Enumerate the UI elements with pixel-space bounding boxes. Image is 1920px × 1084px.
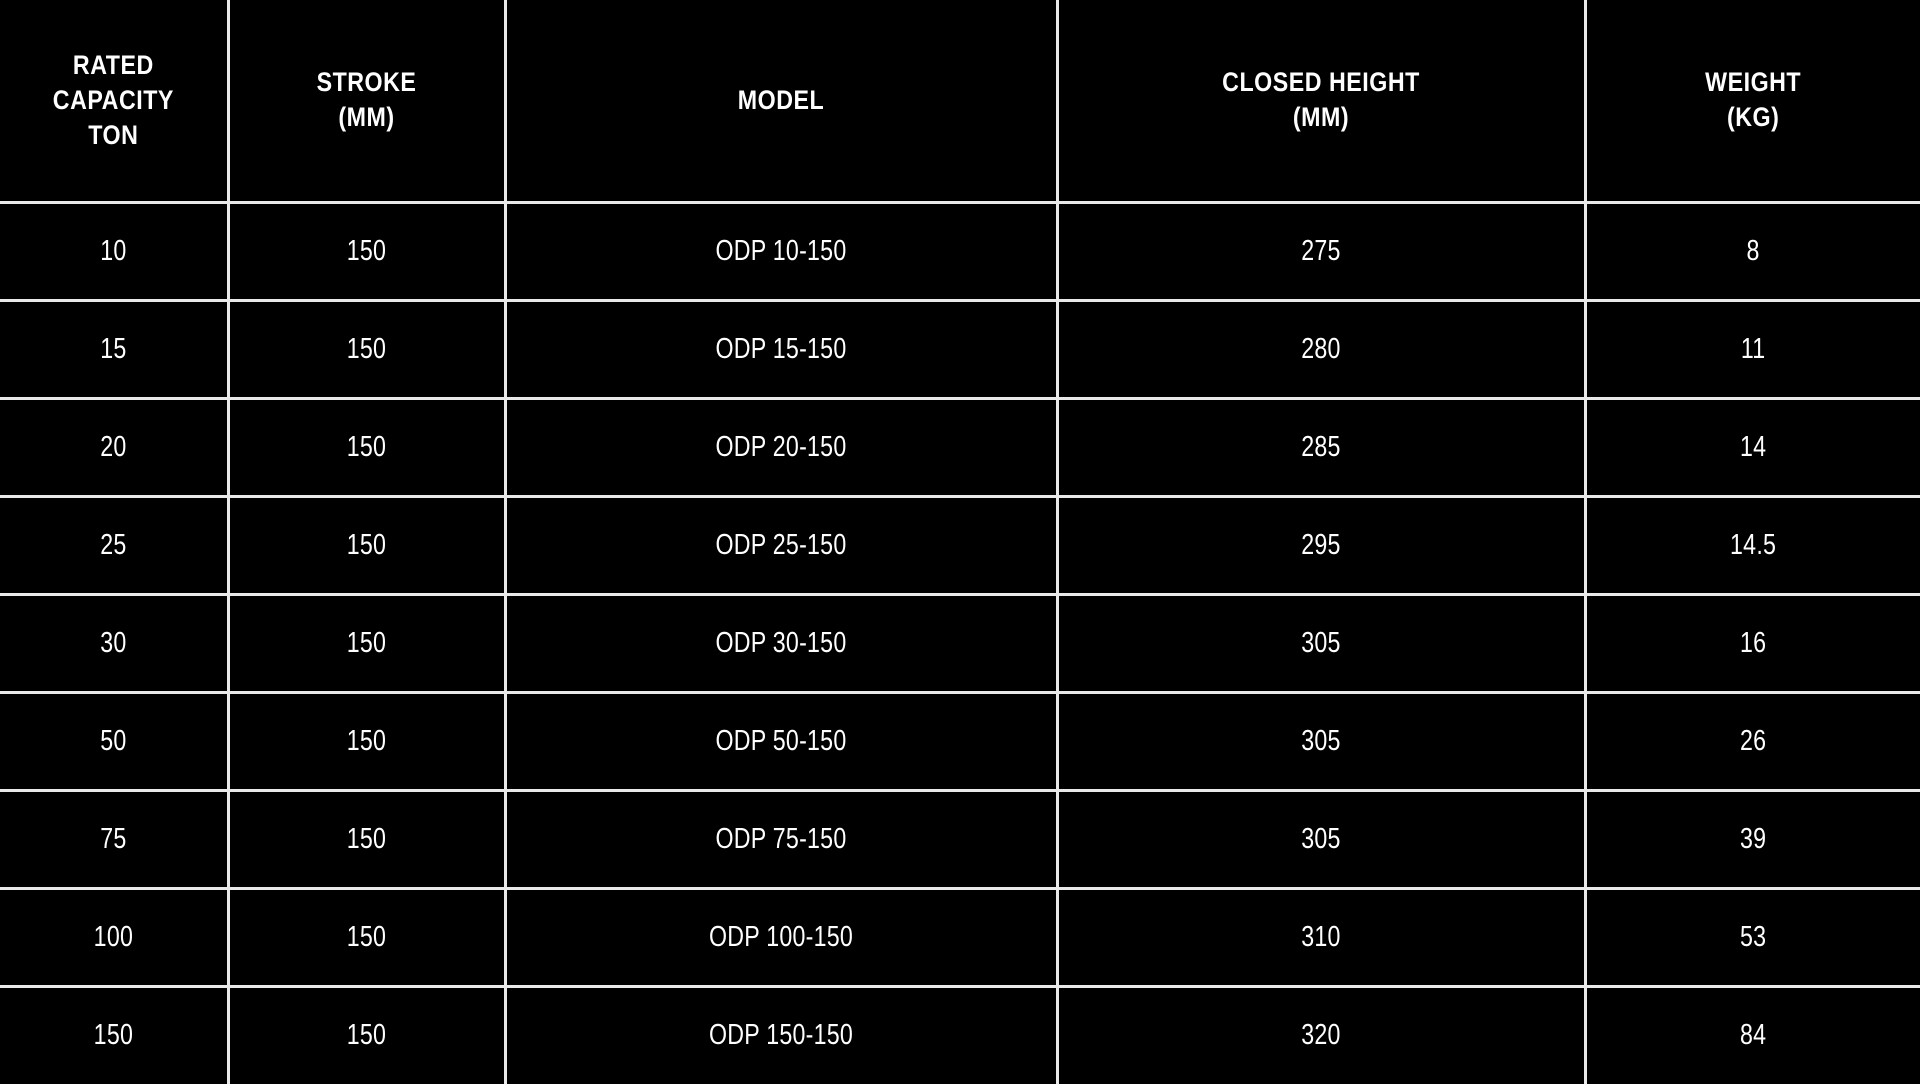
cell-rated_capacity_ton: 30	[22, 594, 207, 694]
cell-model: ODP 15-150	[560, 300, 1004, 400]
cell-stroke_mm: 150	[255, 986, 479, 1084]
cell-model: ODP 20-150	[560, 398, 1004, 498]
cell-weight_kg: 53	[1618, 888, 1887, 988]
cell-rated_capacity_ton: 100	[22, 888, 207, 988]
column-header-stroke-mm: STROKE (MM)	[247, 0, 487, 204]
table-row: 150 150 ODP 150-150 320 84	[0, 986, 1920, 1084]
column-header-model: MODEL	[543, 0, 1020, 204]
cell-stroke_mm: 150	[255, 202, 479, 302]
cell-weight_kg: 39	[1618, 790, 1887, 890]
table-body: 10 150 ODP 10-150 275 8 15 150 ODP 15-150 280 11 2…	[0, 202, 1920, 1084]
cell-closed_height_mm: 305	[1109, 594, 1534, 694]
column-header-rated-capacity-ton: RATED CAPACITY TON	[15, 0, 214, 204]
cell-rated_capacity_ton: 50	[22, 692, 207, 792]
cell-weight_kg: 16	[1618, 594, 1887, 694]
table-header: RATED CAPACITY TON STROKE (MM) MODEL CLO…	[0, 0, 1920, 204]
table-row: 20 150 ODP 20-150 285 14	[0, 398, 1920, 498]
cell-stroke_mm: 150	[255, 496, 479, 596]
cell-stroke_mm: 150	[255, 300, 479, 400]
cell-closed_height_mm: 320	[1109, 986, 1534, 1084]
column-header-closed-height-mm: CLOSED HEIGHT (MM)	[1093, 0, 1550, 204]
cell-rated_capacity_ton: 15	[22, 300, 207, 400]
cell-model: ODP 25-150	[560, 496, 1004, 596]
column-header-weight-kg: WEIGHT (KG)	[1608, 0, 1897, 204]
cell-model: ODP 150-150	[560, 986, 1004, 1084]
cell-closed_height_mm: 305	[1109, 790, 1534, 890]
cell-weight_kg: 26	[1618, 692, 1887, 792]
cell-closed_height_mm: 275	[1109, 202, 1534, 302]
cell-model: ODP 75-150	[560, 790, 1004, 890]
cell-stroke_mm: 150	[255, 790, 479, 890]
cell-closed_height_mm: 280	[1109, 300, 1534, 400]
cell-weight_kg: 14	[1618, 398, 1887, 498]
cell-model: ODP 50-150	[560, 692, 1004, 792]
cell-rated_capacity_ton: 150	[22, 986, 207, 1084]
cell-closed_height_mm: 285	[1109, 398, 1534, 498]
cell-rated_capacity_ton: 25	[22, 496, 207, 596]
cell-weight_kg: 84	[1739, 1019, 1767, 1052]
table-row: 15 150 ODP 15-150 280 11	[0, 300, 1920, 400]
cell-weight_kg: 8	[1618, 202, 1887, 302]
cell-weight_kg: 14.5	[1618, 496, 1887, 596]
table-row: 30 150 ODP 30-150 305 16	[0, 594, 1920, 694]
table-row: 100 150 ODP 100-150 310 53	[0, 888, 1920, 988]
cell-stroke_mm: 150	[255, 692, 479, 792]
table-header-row: RATED CAPACITY TON STROKE (MM) MODEL CLO…	[0, 0, 1920, 204]
cell-stroke_mm: 150	[255, 594, 479, 694]
table-row: 75 150 ODP 75-150 305 39	[0, 790, 1920, 890]
cell-closed_height_mm: 305	[1109, 692, 1534, 792]
table-row: 50 150 ODP 50-150 305 26	[0, 692, 1920, 792]
cell-rated_capacity_ton: 10	[22, 202, 207, 302]
cell-model: ODP 30-150	[560, 594, 1004, 694]
table-row: 25 150 ODP 25-150 295 14.5	[0, 496, 1920, 596]
cell-closed_height_mm: 310	[1109, 888, 1534, 988]
cell-model: ODP 100-150	[560, 888, 1004, 988]
cell-stroke_mm: 150	[255, 398, 479, 498]
cell-model: ODP 10-150	[560, 202, 1004, 302]
cell-weight_kg: 11	[1618, 300, 1887, 400]
cell-closed_height_mm: 295	[1109, 496, 1534, 596]
table-row: 10 150 ODP 10-150 275 8	[0, 202, 1920, 302]
cell-rated_capacity_ton: 20	[22, 398, 207, 498]
cell-rated_capacity_ton: 75	[22, 790, 207, 890]
cell-stroke_mm: 150	[255, 888, 479, 988]
